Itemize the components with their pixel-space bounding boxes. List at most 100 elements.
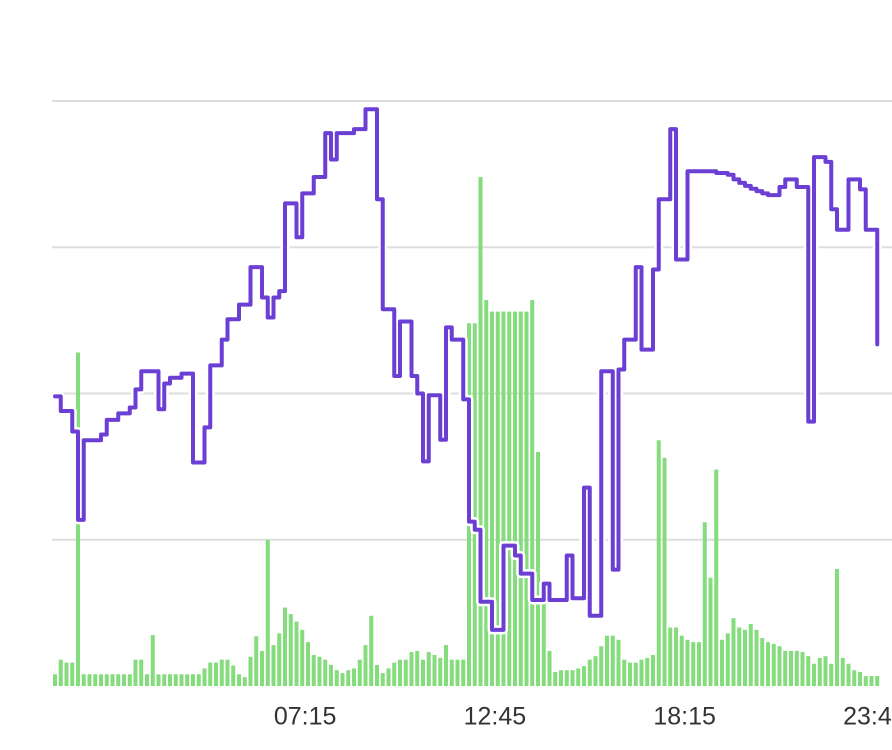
bar (53, 674, 57, 686)
bar (403, 659, 408, 686)
bar (334, 670, 339, 686)
bar (622, 659, 627, 686)
bar (306, 642, 310, 686)
bar (133, 659, 138, 686)
bar (265, 539, 270, 686)
bar (380, 673, 385, 686)
bar (300, 629, 305, 686)
bar (507, 311, 512, 686)
bar (691, 642, 696, 686)
bar (386, 668, 391, 686)
bar (219, 659, 224, 686)
bar (432, 654, 437, 686)
bar (731, 618, 736, 686)
bar (771, 643, 776, 686)
bar (587, 659, 592, 686)
bar (547, 650, 552, 686)
bar (541, 598, 546, 686)
bar (81, 674, 86, 686)
bar (536, 452, 540, 686)
bar (323, 659, 328, 686)
bar (363, 645, 368, 686)
bar (340, 673, 345, 686)
bar (823, 656, 828, 686)
bar (651, 654, 655, 686)
bar (311, 654, 316, 686)
bar (610, 635, 615, 686)
bar (58, 659, 63, 686)
bar (472, 323, 477, 686)
bar (421, 659, 425, 686)
bar (248, 656, 253, 686)
bar (490, 311, 494, 686)
bar (369, 615, 374, 686)
bar (766, 642, 770, 686)
bar (817, 657, 822, 686)
line (53, 107, 880, 632)
bar (754, 629, 759, 686)
bar (438, 657, 443, 686)
bar (863, 676, 868, 686)
bar (628, 662, 632, 686)
bar (237, 674, 241, 686)
bar (179, 674, 184, 686)
bar (501, 311, 506, 686)
bar (352, 668, 356, 686)
bar (162, 674, 167, 686)
bar (375, 664, 379, 686)
bar (87, 674, 92, 686)
bar (605, 635, 609, 686)
bar (173, 674, 178, 686)
bar (346, 670, 351, 686)
bar (789, 650, 793, 686)
bar (639, 659, 644, 686)
bar (478, 177, 483, 687)
bar (668, 627, 673, 686)
bar (231, 665, 236, 686)
bar (156, 674, 161, 686)
bar (208, 662, 213, 686)
bar (679, 635, 684, 686)
bar (449, 659, 454, 686)
bar (484, 299, 489, 686)
bar (317, 656, 322, 686)
bar (398, 659, 402, 686)
bar (702, 522, 707, 686)
bar (737, 627, 742, 686)
bar (444, 645, 448, 686)
bar (840, 657, 845, 686)
bar (518, 311, 523, 686)
bar (93, 674, 98, 686)
bar (852, 670, 857, 686)
bar (633, 662, 638, 686)
bar (254, 636, 259, 686)
bar (656, 440, 661, 686)
bar (150, 635, 155, 686)
bar (794, 650, 799, 686)
bar (329, 664, 333, 686)
bar (288, 614, 293, 686)
bar (283, 607, 287, 686)
bar (127, 674, 132, 686)
bar (674, 627, 678, 686)
bar (271, 645, 276, 686)
bar (708, 577, 713, 686)
bar (415, 650, 420, 686)
x-tick-label: 07:15 (274, 703, 337, 731)
bar (777, 646, 782, 686)
bar (104, 674, 109, 686)
bar (392, 662, 397, 686)
bar (242, 677, 247, 686)
bar (697, 642, 701, 686)
bar (576, 668, 581, 686)
bar (662, 457, 667, 686)
x-tick-label: 23:45 (843, 703, 892, 731)
bar (783, 650, 788, 686)
bar (185, 674, 190, 686)
bar (70, 662, 75, 686)
bar (202, 668, 207, 686)
bar (812, 663, 816, 686)
bar (191, 674, 195, 686)
bar (616, 639, 621, 686)
